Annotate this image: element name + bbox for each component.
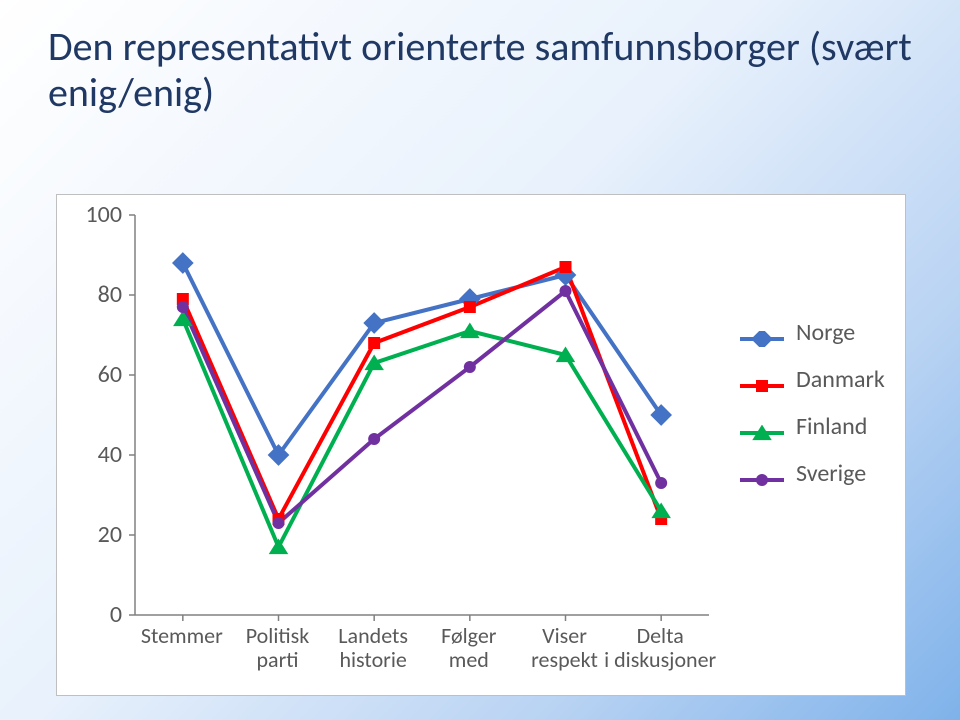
x-category-label: Deltai diskusjoner <box>602 624 718 672</box>
legend-marker-icon <box>740 466 784 482</box>
legend-marker-icon <box>740 325 784 341</box>
legend-label: Norge <box>796 318 855 347</box>
legend-item: Sverige <box>740 459 885 488</box>
legend-item: Norge <box>740 318 885 347</box>
legend-label: Danmark <box>796 365 885 394</box>
y-tick-label: 0 <box>54 600 122 629</box>
legend-marker-icon <box>740 419 784 435</box>
y-tick-label: 80 <box>54 280 122 309</box>
y-tick-label: 40 <box>54 440 122 469</box>
legend-marker-icon <box>740 372 784 388</box>
legend-item: Danmark <box>740 365 885 394</box>
legend-label: Finland <box>796 412 867 441</box>
chart-title: Den representativt orienterte samfunnsbo… <box>48 24 928 116</box>
legend-label: Sverige <box>796 459 866 488</box>
y-tick-label: 60 <box>54 360 122 389</box>
chart-legend: Norge Danmark Finland Sverige <box>740 318 885 506</box>
legend-item: Finland <box>740 412 885 441</box>
y-tick-label: 100 <box>54 200 122 229</box>
y-tick-label: 20 <box>54 520 122 549</box>
